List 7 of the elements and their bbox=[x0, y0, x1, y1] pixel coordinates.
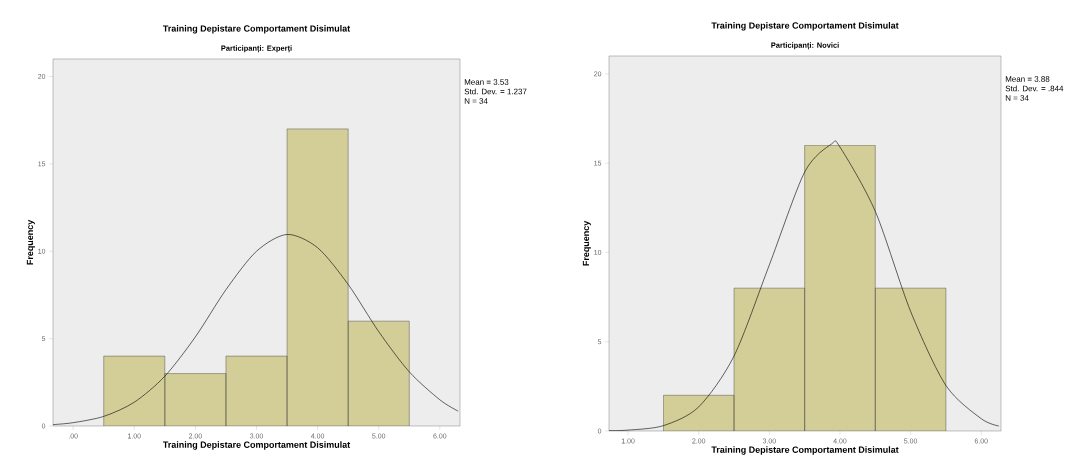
line-series bbox=[53, 234, 459, 425]
y-axis-title: Frequency bbox=[582, 220, 591, 266]
chart-title: Training Depistare Comportament Disimulat bbox=[711, 22, 899, 31]
chart-title: Training Depistare Comportament Disimulat bbox=[162, 25, 351, 34]
x-axis-title: Training Depistare Comportament Disimulat bbox=[711, 446, 899, 455]
y-axis-title: Frequency bbox=[26, 219, 35, 265]
x-axis-title: Training Depistare Comportament Disimulat bbox=[162, 441, 351, 450]
